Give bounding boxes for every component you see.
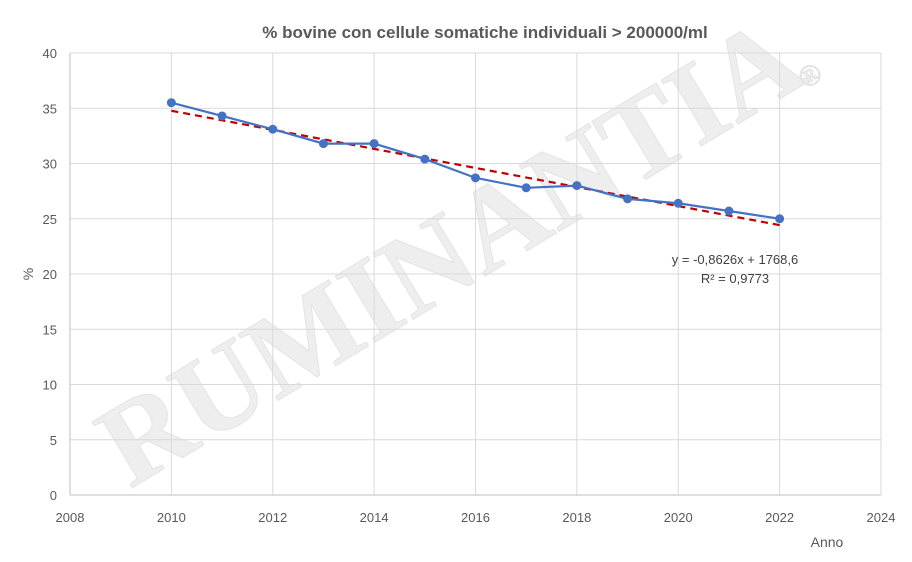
data-point (623, 194, 633, 204)
x-tick-label: 2022 (765, 510, 794, 525)
x-tick-label: 2016 (461, 510, 490, 525)
data-point (775, 214, 785, 224)
x-tick-label: 2008 (56, 510, 85, 525)
tick-labels: 0 5 10 15 20 25 30 35 40 2008 2010 2012 2014 2016 2018… (43, 46, 896, 525)
y-tick-label: 20 (43, 267, 57, 282)
y-tick-label: 10 (43, 378, 57, 393)
data-point (268, 124, 278, 134)
chart-title: % bovine con cellule somatiche individua… (262, 23, 707, 42)
data-point (572, 181, 582, 191)
x-tick-label: 2010 (157, 510, 186, 525)
y-tick-label: 30 (43, 157, 57, 172)
data-point (724, 206, 734, 216)
axes (69, 53, 882, 496)
series (166, 98, 785, 224)
data-point (166, 98, 176, 108)
y-tick-label: 5 (50, 433, 57, 448)
data-point (369, 139, 379, 149)
x-tick-label: 2018 (562, 510, 591, 525)
data-point (673, 198, 683, 208)
x-tick-label: 2012 (258, 510, 287, 525)
y-tick-label: 15 (43, 322, 57, 337)
x-tick-label: 2024 (867, 510, 896, 525)
y-axis-title: % (20, 268, 36, 280)
data-point (471, 173, 480, 183)
data-point (420, 154, 430, 164)
data-point (318, 139, 328, 149)
x-tick-label: 2020 (664, 510, 693, 525)
y-tick-label: 0 (50, 488, 57, 503)
trendline-equation: y = -0,8626x + 1768,6 (672, 252, 798, 267)
y-tick-label: 40 (43, 46, 57, 61)
y-tick-label: 25 (43, 212, 57, 227)
trendline-r-squared: R² = 0,9773 (701, 271, 769, 286)
x-tick-label: 2014 (360, 510, 389, 525)
x-axis-title: Anno (811, 534, 844, 550)
y-tick-label: 35 (43, 101, 57, 116)
data-point (217, 111, 227, 121)
data-point (521, 183, 531, 193)
gridlines (70, 52, 882, 495)
